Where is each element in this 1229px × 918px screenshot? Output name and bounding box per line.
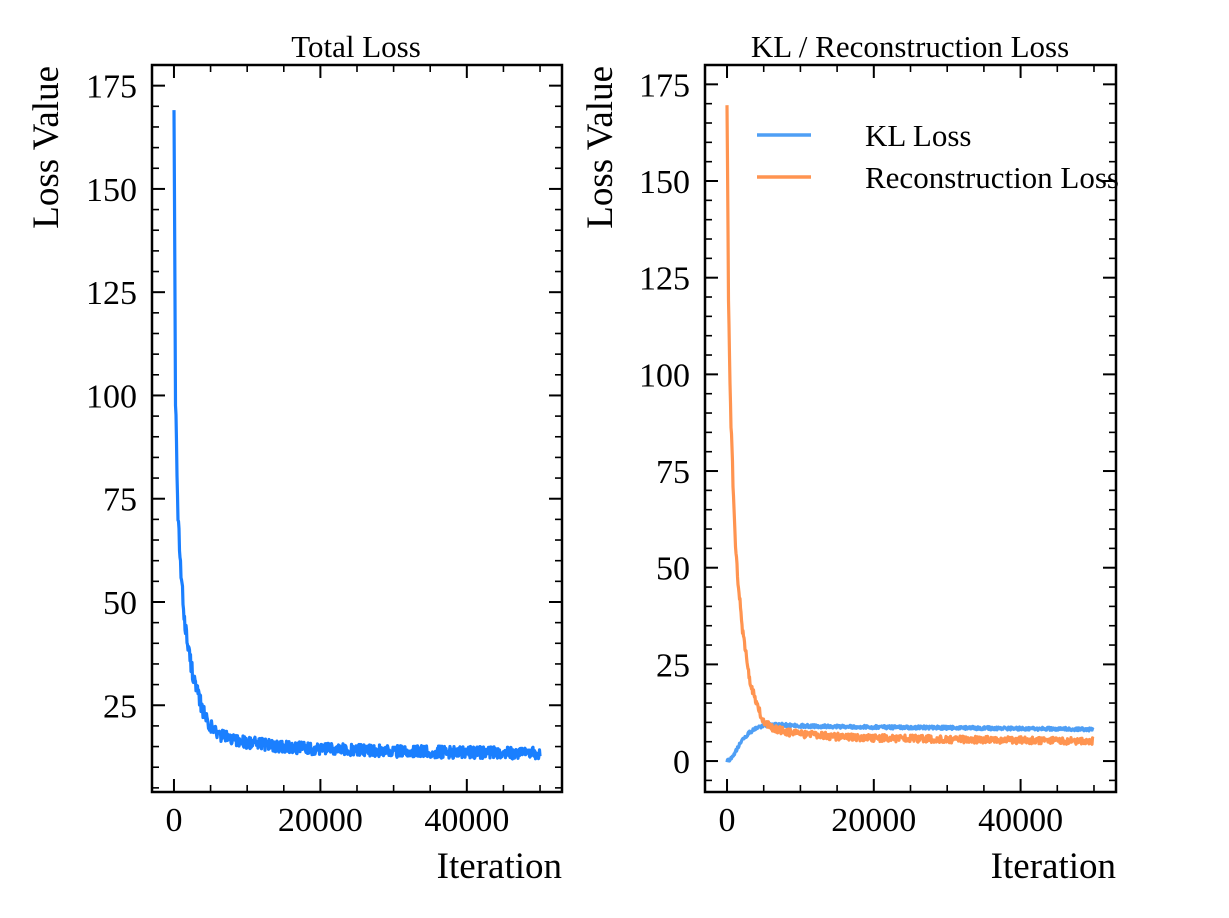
kl-reconstruction-ylabel: Loss Value [580, 66, 621, 229]
y-tick-label: 25 [103, 688, 137, 725]
y-tick-label: 125 [639, 261, 690, 298]
legend: KL Loss Reconstruction Loss [757, 118, 1119, 195]
y-tick-label: 100 [639, 357, 690, 394]
y-tick-label: 50 [656, 551, 690, 588]
y-tick-label: 150 [639, 164, 690, 201]
x-tick-label: 20000 [831, 802, 916, 839]
plot-frame [150, 63, 564, 794]
total-loss-xlabel: Iteration [437, 846, 562, 887]
y-tick-label: 125 [86, 275, 137, 312]
y-tick-label: 25 [656, 647, 690, 684]
kl-reconstruction-title: KL / Reconstruction Loss [751, 29, 1069, 64]
y-tick-label: 75 [656, 454, 690, 491]
legend-label: KL Loss [865, 118, 972, 153]
kl-loss-line [725, 721, 1095, 763]
y-tick-label: 150 [86, 172, 137, 209]
x-tick-label: 40000 [424, 802, 509, 839]
y-tick-label: 0 [673, 744, 690, 781]
kl-reconstruction-panel: KL / Reconstruction Loss Iteration Loss … [580, 29, 1119, 887]
legend-label: Reconstruction Loss [865, 160, 1119, 195]
x-axis: 0 20000 40000 [719, 65, 1095, 839]
y-tick-label: 100 [86, 378, 137, 415]
x-tick-label: 40000 [978, 802, 1063, 839]
y-tick-label: 175 [86, 69, 137, 106]
x-tick-label: 0 [719, 802, 736, 839]
y-axis: 0 25 50 75 100 125 150 175 [639, 64, 1116, 782]
y-axis: 25 50 75 100 125 150 175 [86, 64, 562, 789]
y-tick-label: 175 [639, 67, 690, 104]
x-tick-label: 20000 [278, 802, 363, 839]
total-loss-panel: Total Loss Iteration Loss Value 0 20000 40… [26, 29, 564, 887]
kl-reconstruction-xlabel: Iteration [991, 846, 1116, 887]
total-loss-ylabel: Loss Value [26, 66, 67, 229]
y-tick-label: 75 [103, 482, 137, 519]
reconstruction-loss-line [725, 105, 1095, 746]
y-tick-label: 50 [103, 585, 137, 622]
total-loss-title: Total Loss [291, 29, 421, 64]
x-axis: 0 20000 40000 [165, 65, 541, 839]
total-loss-line [172, 110, 542, 761]
plot-area [150, 63, 564, 794]
x-tick-label: 0 [165, 802, 182, 839]
